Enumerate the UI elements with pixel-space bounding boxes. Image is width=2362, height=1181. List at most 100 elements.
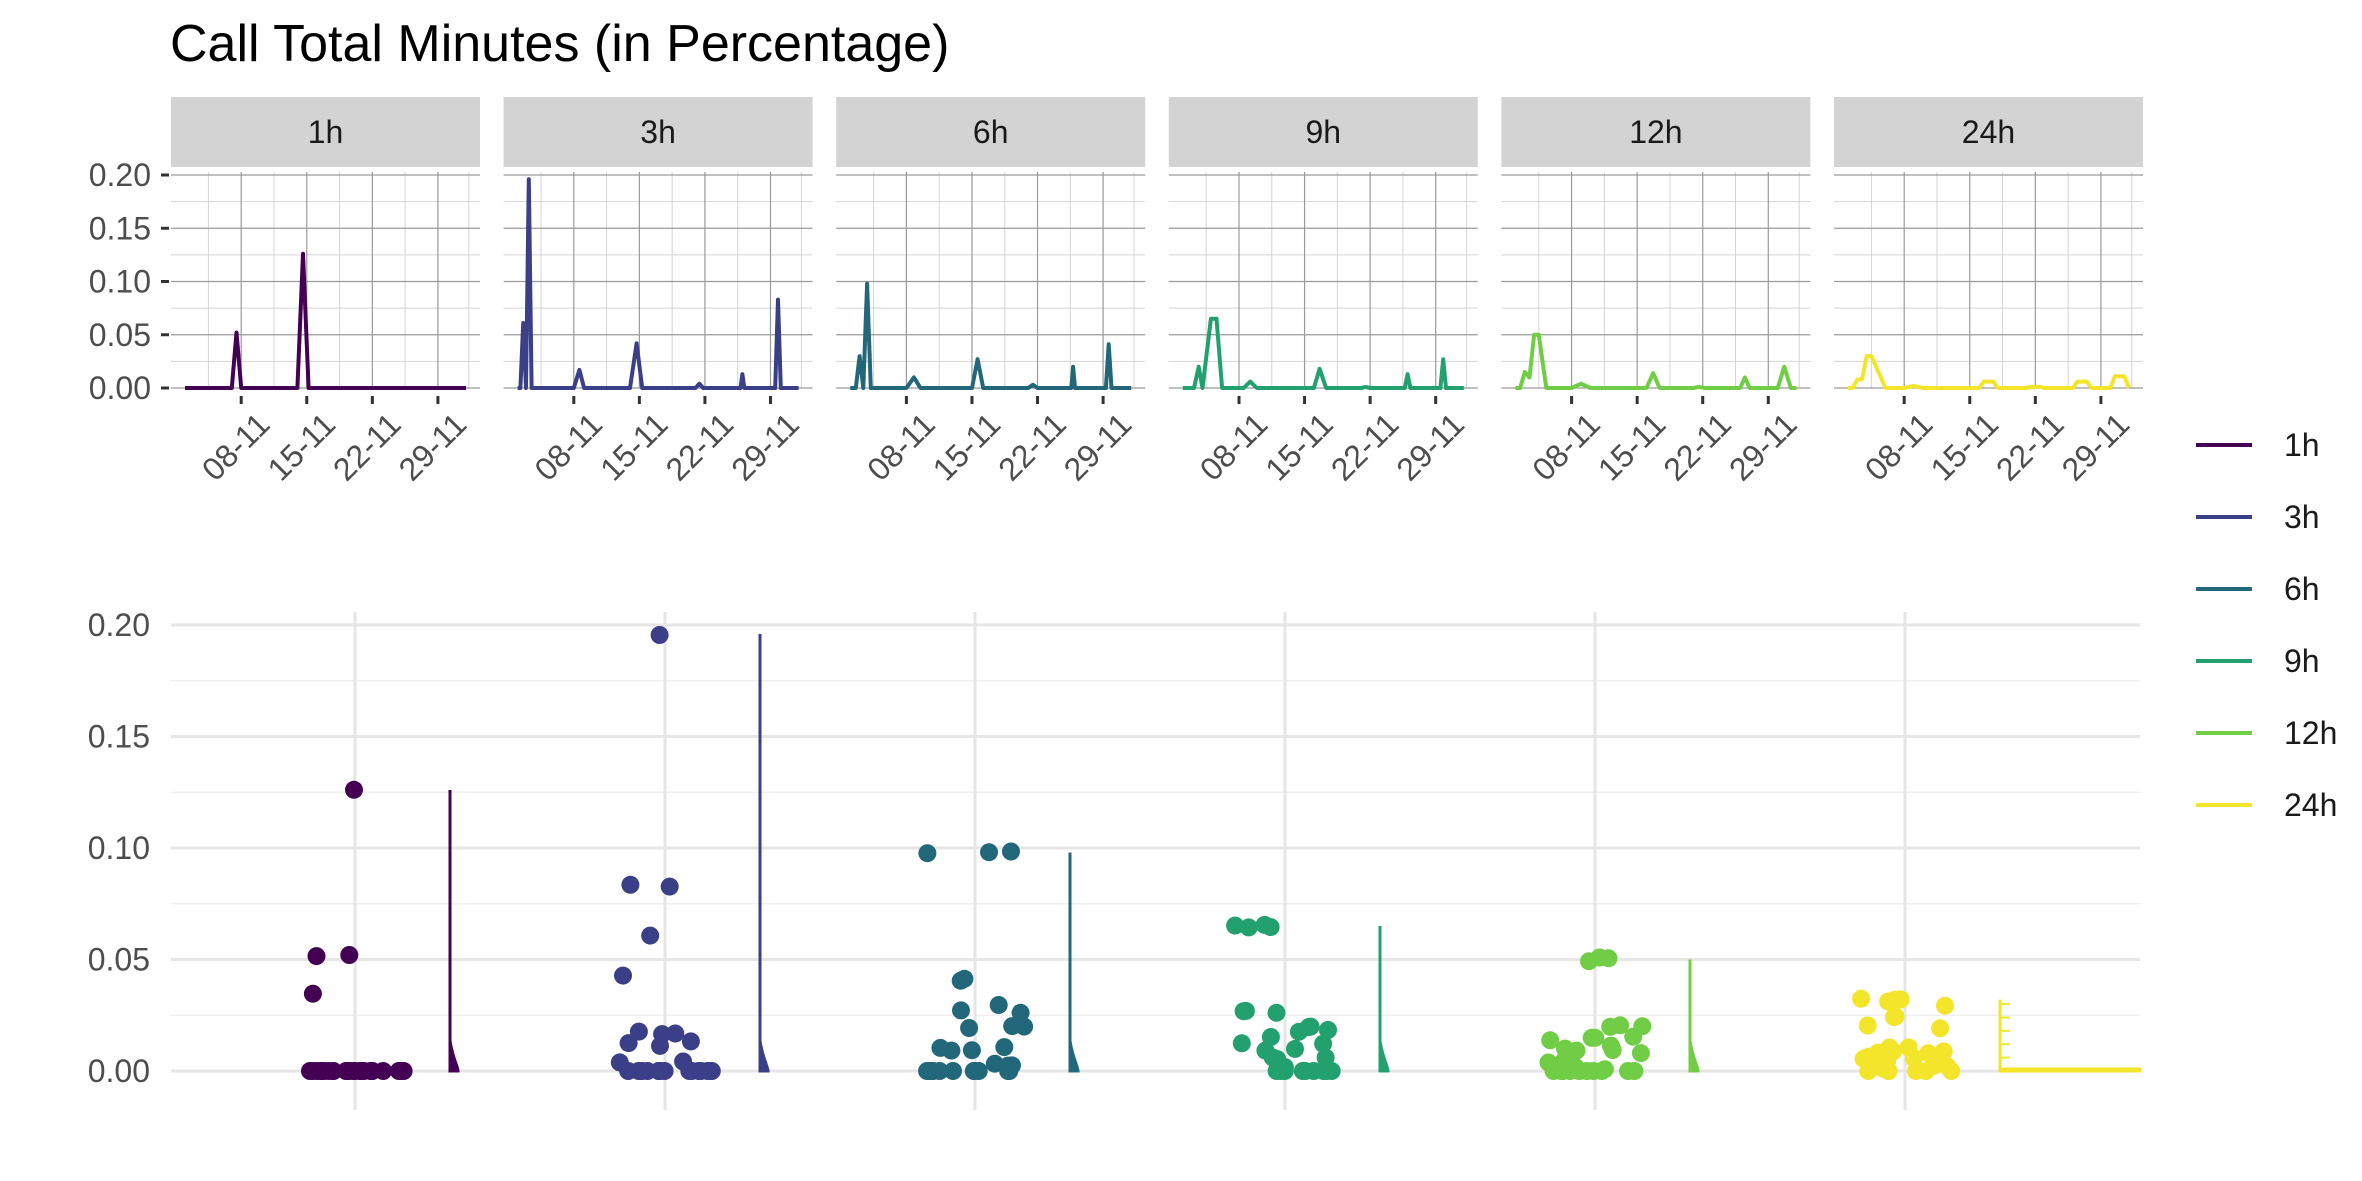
data-point-9h (1304, 1062, 1323, 1080)
x-tick-label: 08-11 (528, 406, 610, 488)
data-point-6h (985, 1054, 1004, 1073)
facet-label-6h: 6h (973, 114, 1009, 150)
data-point-12h (1625, 1062, 1644, 1080)
data-point-24h (1859, 1062, 1878, 1080)
facet-label-3h: 3h (640, 114, 676, 150)
distribution-6h (1068, 852, 1080, 1073)
y-tick-label: 0.15 (88, 719, 150, 755)
data-point-3h (619, 1034, 638, 1053)
series-line-12h (1515, 332, 1797, 390)
x-tick-label: 29-11 (1057, 406, 1139, 488)
x-tick-label: 29-11 (724, 406, 806, 488)
x-tick-label: 08-11 (1525, 406, 1607, 488)
x-tick-label: 22-11 (1324, 406, 1406, 488)
data-point-3h (681, 1032, 700, 1051)
x-tick-label: 15-11 (1923, 406, 2005, 488)
data-point-9h (1255, 915, 1274, 934)
legend-label-3h: 3h (2284, 499, 2320, 535)
chart-title: Call Total Minutes (in Percentage) (170, 15, 950, 73)
data-point-3h (649, 1062, 668, 1080)
data-point-9h (1317, 1062, 1336, 1080)
data-point-24h (1885, 1008, 1903, 1027)
legend-label-12h: 12h (2284, 715, 2337, 751)
data-point-24h (1891, 990, 1910, 1009)
series-line-6h (850, 281, 1132, 390)
data-point-1h (363, 1062, 382, 1080)
series-line-24h (1848, 354, 2131, 390)
legend-label-6h: 6h (2284, 571, 2320, 607)
data-point-9h (1236, 1001, 1255, 1020)
x-tick-label: 08-11 (1858, 406, 1940, 488)
data-point-9h (1314, 1034, 1333, 1053)
data-point-12h (1584, 1062, 1603, 1080)
data-point-6h (989, 996, 1008, 1014)
facet-strip-9h (1168, 97, 1478, 167)
data-point-6h (960, 1019, 979, 1037)
y-tick-label: 0.20 (89, 157, 151, 193)
x-tick-label: 15-11 (593, 406, 675, 488)
data-point-3h (633, 1062, 651, 1080)
x-tick-label: 15-11 (1591, 406, 1673, 488)
data-point-6h (962, 1041, 981, 1060)
data-point-6h (918, 844, 937, 863)
data-point-3h (619, 1062, 638, 1080)
data-point-12h (1631, 1044, 1650, 1063)
y-tick-label: 0.15 (89, 210, 151, 246)
data-point-1h (394, 1062, 413, 1080)
data-point-12h (1580, 952, 1598, 971)
x-tick-label: 29-11 (392, 406, 474, 488)
x-tick-label: 22-11 (659, 406, 741, 488)
data-point-6h (1003, 1017, 1022, 1036)
data-point-9h (1286, 1039, 1304, 1058)
data-point-3h (641, 926, 660, 945)
x-tick-label: 15-11 (926, 406, 1008, 488)
facet-strip-12h (1501, 97, 1811, 167)
data-point-6h (1002, 842, 1020, 861)
x-tick-label: 22-11 (1989, 406, 2071, 488)
data-point-12h (1561, 1062, 1580, 1080)
x-tick-label: 22-11 (1656, 406, 1738, 488)
data-point-6h (964, 1062, 983, 1080)
data-point-6h (922, 1062, 941, 1080)
data-point-6h (955, 969, 974, 988)
x-tick-label: 08-11 (860, 406, 942, 488)
data-point-3h (666, 1024, 685, 1043)
data-point-3h (629, 1022, 648, 1041)
distribution-12h (1688, 959, 1700, 1073)
data-point-24h (1906, 1062, 1925, 1080)
data-point-24h (1936, 996, 1954, 1015)
data-point-9h (1319, 1021, 1337, 1039)
data-point-3h (650, 626, 669, 644)
y-tick-label: 0.20 (88, 607, 150, 643)
data-point-9h (1239, 918, 1258, 937)
legend-label-24h: 24h (2284, 787, 2337, 823)
facet-strip-6h (836, 97, 1146, 167)
data-point-9h (1267, 1003, 1286, 1022)
data-point-3h (614, 966, 632, 985)
data-point-12h (1603, 1041, 1622, 1059)
y-tick-label: 0.05 (88, 942, 150, 978)
series-line-9h (1182, 316, 1464, 390)
x-tick-label: 29-11 (2055, 406, 2137, 488)
data-point-12h (1541, 1031, 1560, 1050)
distribution-24h (1998, 999, 2142, 1073)
data-point-6h (980, 843, 998, 862)
facet-strip-1h (171, 97, 480, 167)
data-point-24h (1931, 1019, 1950, 1038)
data-point-9h (1226, 916, 1245, 935)
data-point-1h (307, 947, 326, 966)
y-tick-label: 0.10 (88, 830, 150, 866)
facet-strip-3h (503, 97, 813, 167)
data-point-1h (340, 946, 359, 964)
data-point-3h (660, 877, 679, 896)
data-point-6h (1011, 1003, 1030, 1022)
x-tick-label: 22-11 (991, 406, 1073, 488)
data-point-9h (1261, 1028, 1280, 1046)
data-point-6h (931, 1038, 950, 1057)
x-tick-label: 22-11 (326, 406, 408, 488)
data-point-12h (1611, 1016, 1630, 1035)
facet-label-24h: 24h (1962, 114, 2015, 150)
y-tick-label: 0.10 (89, 264, 151, 300)
data-point-24h (1859, 1047, 1878, 1066)
